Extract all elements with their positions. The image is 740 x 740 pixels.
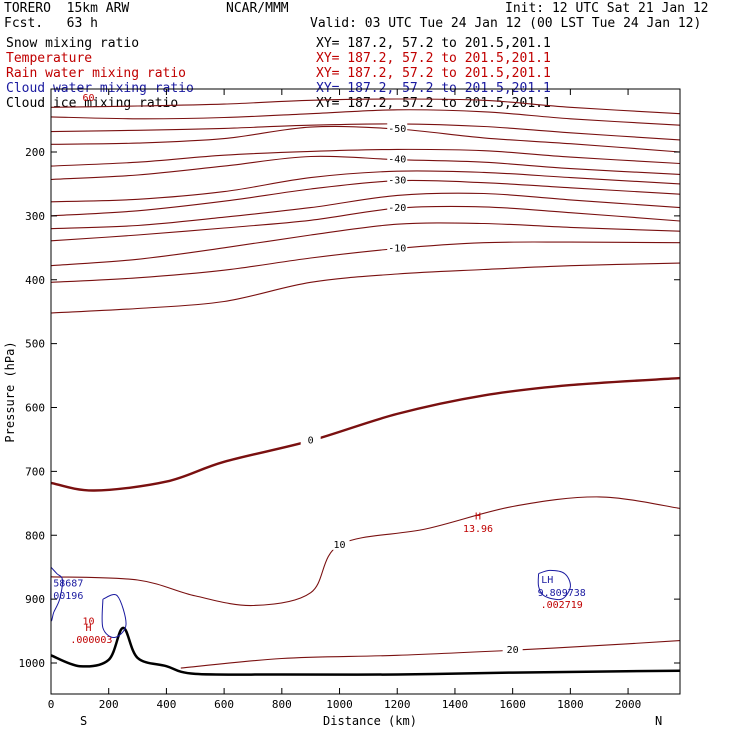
isotherm-label: 20 xyxy=(507,645,519,656)
extremum-annotation: 10 xyxy=(82,617,94,628)
isotherm-label-bg xyxy=(387,201,408,214)
isotherm-label: -10 xyxy=(388,243,406,254)
y-tick-label: 900 xyxy=(25,593,45,606)
x-tick-label: 1400 xyxy=(442,698,469,711)
isotherm-label: 0 xyxy=(308,436,314,447)
isotherm-line xyxy=(50,170,681,203)
isotherm-line xyxy=(50,496,681,607)
isotherm-line xyxy=(50,155,681,181)
extremum-annotation: .002719 xyxy=(541,600,583,611)
isotherm-line xyxy=(50,376,681,492)
isotherm-line xyxy=(50,125,681,153)
x-tick-label: 1200 xyxy=(384,698,411,711)
extremum-annotation: 58687 xyxy=(53,578,83,589)
extremum-annotation: H xyxy=(85,623,91,634)
x-axis-label: Distance (km) xyxy=(323,714,417,728)
x-tick-label: 1800 xyxy=(557,698,584,711)
field-xy: XY= 187.2, 57.2 to 201.5,201.1 xyxy=(316,36,551,51)
isotherm-label: -50 xyxy=(388,124,406,135)
isotherm-label-bg xyxy=(502,643,523,656)
y-tick-label: 700 xyxy=(25,465,45,478)
isotherm-label: -40 xyxy=(388,155,406,166)
x-end-label-left: S xyxy=(80,714,87,728)
isotherm-line xyxy=(50,205,681,242)
x-end-label-right: N xyxy=(655,714,662,728)
isotherm-label-bg xyxy=(300,433,321,446)
isotherm-label-bg xyxy=(387,173,408,186)
extremum-annotation: 13.96 xyxy=(463,524,493,535)
field-label: Rain water mixing ratio xyxy=(6,66,187,81)
x-tick-label: 2000 xyxy=(615,698,642,711)
x-tick-label: 400 xyxy=(156,698,176,711)
isotherm-label-bg xyxy=(387,122,408,135)
field-label: Temperature xyxy=(6,51,93,66)
extremum-annotation: 00196 xyxy=(53,591,83,602)
field-label: Snow mixing ratio xyxy=(6,36,140,51)
forecast-hour: Fcst. 63 h xyxy=(4,16,98,31)
isotherm-line xyxy=(50,123,681,141)
extremum-annotation: LH xyxy=(541,575,553,586)
isotherm-label: -30 xyxy=(388,176,406,187)
y-tick-label: 300 xyxy=(25,210,45,223)
x-tick-label: 200 xyxy=(99,698,119,711)
extremum-annotation: 60 xyxy=(82,93,94,104)
isotherm-line xyxy=(50,192,681,230)
isotherm-label: -20 xyxy=(388,203,406,214)
x-tick-label: 1000 xyxy=(326,698,353,711)
extremum-annotation: 9.809738 xyxy=(538,588,586,599)
y-tick-label: 200 xyxy=(25,146,45,159)
extremum-annotation: H xyxy=(475,511,481,522)
isotherm-label-bg xyxy=(387,152,408,165)
isotherm-label-bg xyxy=(329,537,350,550)
x-tick-label: 1600 xyxy=(499,698,526,711)
y-tick-label: 600 xyxy=(25,402,45,415)
extremum-annotation: .000003 xyxy=(70,635,112,646)
field-xy: XY= 187.2, 57.2 to 201.5,201.1 xyxy=(316,66,551,81)
isotherm-line xyxy=(50,222,681,267)
isotherm-line xyxy=(50,241,681,283)
model-title: TORERO 15km ARW xyxy=(4,1,130,16)
isotherm-line xyxy=(50,98,681,115)
plot-frame xyxy=(50,88,681,695)
init-time: Init: 12 UTC Sat 21 Jan 12 xyxy=(505,1,709,16)
y-axis-label: Pressure (hPa) xyxy=(3,341,17,442)
isotherm-line xyxy=(50,109,681,126)
terrain-line xyxy=(50,626,681,676)
valid-time: Valid: 03 UTC Tue 24 Jan 12 (00 LST Tue … xyxy=(310,16,702,31)
field-xy: XY= 187.2, 57.2 to 201.5,201.1 xyxy=(316,51,551,66)
isotherm-line xyxy=(50,148,681,167)
y-tick-label: 800 xyxy=(25,529,45,542)
x-tick-label: 0 xyxy=(48,698,55,711)
y-tick-label: 400 xyxy=(25,274,45,287)
x-tick-label: 600 xyxy=(214,698,234,711)
isotherm-line xyxy=(50,262,681,314)
y-tick-label: 1000 xyxy=(19,657,46,670)
isotherm-label-bg xyxy=(387,241,408,254)
isotherm-label: 10 xyxy=(334,540,346,551)
x-tick-label: 800 xyxy=(272,698,292,711)
cloud-water-contour xyxy=(537,569,571,601)
center-title: NCAR/MMM xyxy=(226,1,289,16)
isotherm-line xyxy=(180,640,681,669)
isotherm-line xyxy=(50,179,681,217)
y-tick-label: 500 xyxy=(25,338,45,351)
cloud-water-contour xyxy=(101,594,127,639)
